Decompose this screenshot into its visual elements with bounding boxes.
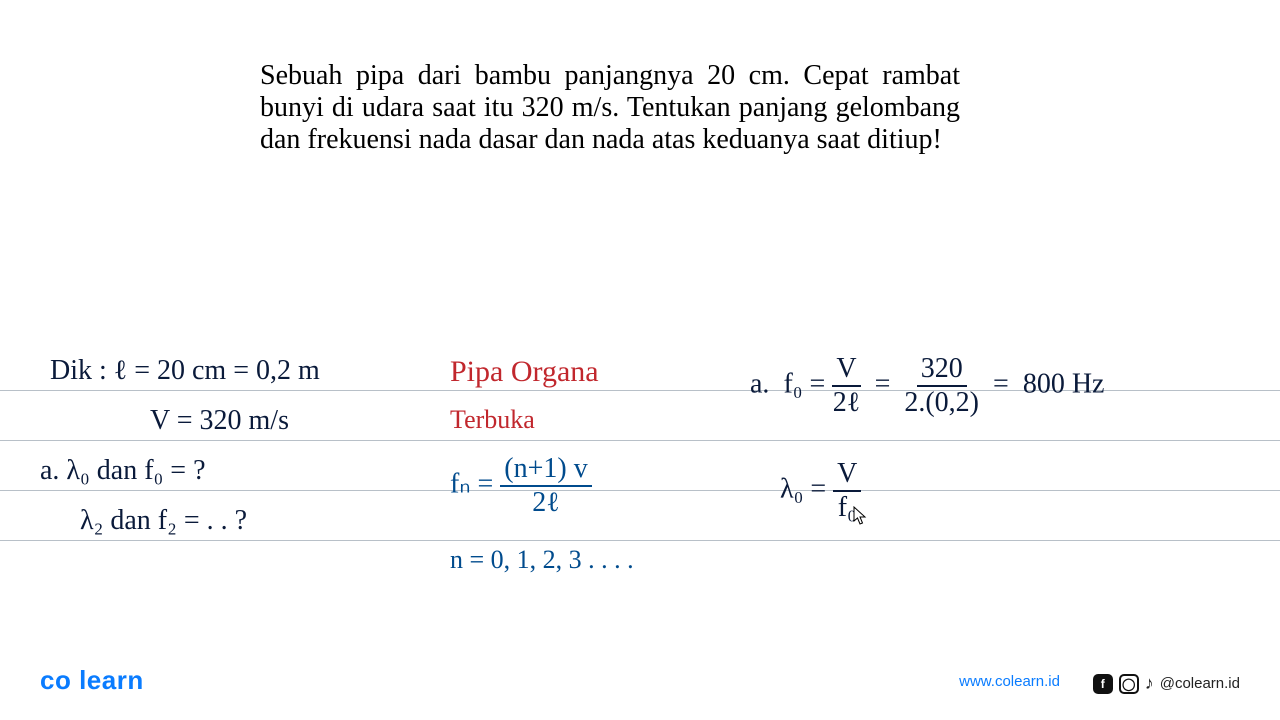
social-handle: @colearn.id <box>1160 675 1240 692</box>
given-length: Dik : ℓ = 20 cm = 0,2 m <box>50 355 320 387</box>
facebook-icon: f <box>1093 674 1113 694</box>
f0-frac-2: 320 2.(0,2) <box>904 355 979 417</box>
ruled-line <box>0 540 1280 541</box>
solution-lambda0: λ₀ = V f₀ <box>780 460 861 522</box>
mouse-cursor-icon <box>853 506 869 526</box>
ruled-line <box>0 490 1280 491</box>
formula-fn: fₙ = (n+1) v 2ℓ <box>450 455 592 517</box>
footer: co learn www.colearn.id f ◯ ♪ @colearn.i… <box>0 666 1280 696</box>
brand-logo: co learn <box>40 665 144 696</box>
pipe-type-title: Pipa Organa <box>450 355 599 389</box>
tiktok-icon: ♪ <box>1145 673 1154 694</box>
social-links: f ◯ ♪ @colearn.id <box>1093 673 1240 694</box>
f0-frac-1: V 2ℓ <box>832 355 860 417</box>
formula-fn-frac: (n+1) v 2ℓ <box>500 455 591 517</box>
n-series: n = 0, 1, 2, 3 . . . . <box>450 545 634 575</box>
given-velocity: V = 320 m/s <box>150 405 289 437</box>
instagram-icon: ◯ <box>1119 674 1139 694</box>
question-b: λ₂ dan f₂ = . . ? <box>80 505 247 537</box>
problem-text: Sebuah pipa dari bambu panjangnya 20 cm.… <box>260 60 960 157</box>
formula-fn-lhs: fₙ = <box>450 468 493 499</box>
pipe-type-sub: Terbuka <box>450 405 535 435</box>
question-a: a. λ₀ dan f₀ = ? <box>40 455 206 487</box>
solution-f0: a. f₀ = V 2ℓ = 320 2.(0,2) = 800 Hz <box>750 355 1104 417</box>
ruled-line <box>0 440 1280 441</box>
website-url: www.colearn.id <box>959 673 1060 690</box>
